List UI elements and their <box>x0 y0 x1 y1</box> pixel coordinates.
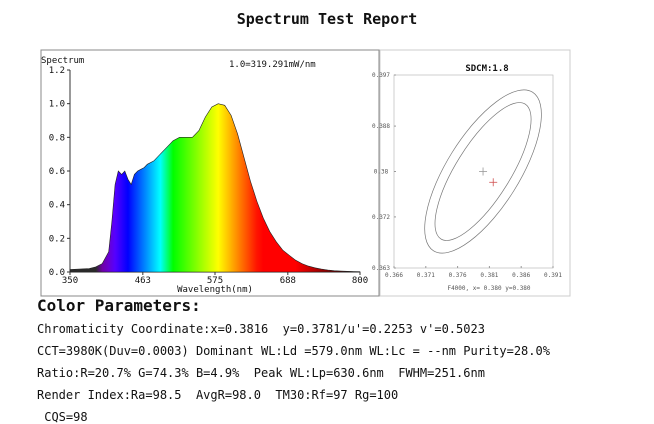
param-row-ratio: Ratio:R=20.7% G=74.3% B=4.9% Peak WL:Lp=… <box>37 366 485 380</box>
spectrum-y-tick-label: 0.8 <box>49 133 65 143</box>
spectrum-x-tick-label: 575 <box>207 276 223 286</box>
spectrum-annotation: 1.0=319.291mW/nm <box>229 60 316 70</box>
color-parameters-heading: Color Parameters: <box>37 296 201 315</box>
report-title: Spectrum Test Report <box>236 10 418 28</box>
spectrum-x-tick-label: 350 <box>62 276 78 286</box>
spectrum-y-tick-label: 0.4 <box>49 201 65 211</box>
spectrum-y-tick-label: 0.6 <box>49 167 65 177</box>
spectrum-y-tick-label: 1.0 <box>49 100 65 110</box>
spectrum-xlabel: Wavelength(nm) <box>177 285 253 295</box>
spectrum-ylabel: Spectrum <box>41 56 84 66</box>
param-row-chromaticity: Chromaticity Coordinate:x=0.3816 y=0.378… <box>37 322 485 336</box>
spectrum-x-tick-label: 800 <box>352 276 368 286</box>
spectrum-y-tick-label: 0.0 <box>49 268 65 278</box>
param-row-cqs: CQS=98 <box>37 410 88 424</box>
param-row-cct: CCT=3980K(Duv=0.0003) Dominant WL:Ld =57… <box>37 344 550 358</box>
spectrum-series-area <box>69 103 361 273</box>
spectrum-y-tick-label: 1.2 <box>49 66 65 76</box>
param-row-render-index: Render Index:Ra=98.5 AvgR=98.0 TM30:Rf=9… <box>37 388 399 402</box>
spectrum-y-tick-label: 0.2 <box>49 234 65 244</box>
spectrum-x-tick-label: 463 <box>135 276 151 286</box>
spectrum-x-tick-label: 688 <box>280 276 296 286</box>
